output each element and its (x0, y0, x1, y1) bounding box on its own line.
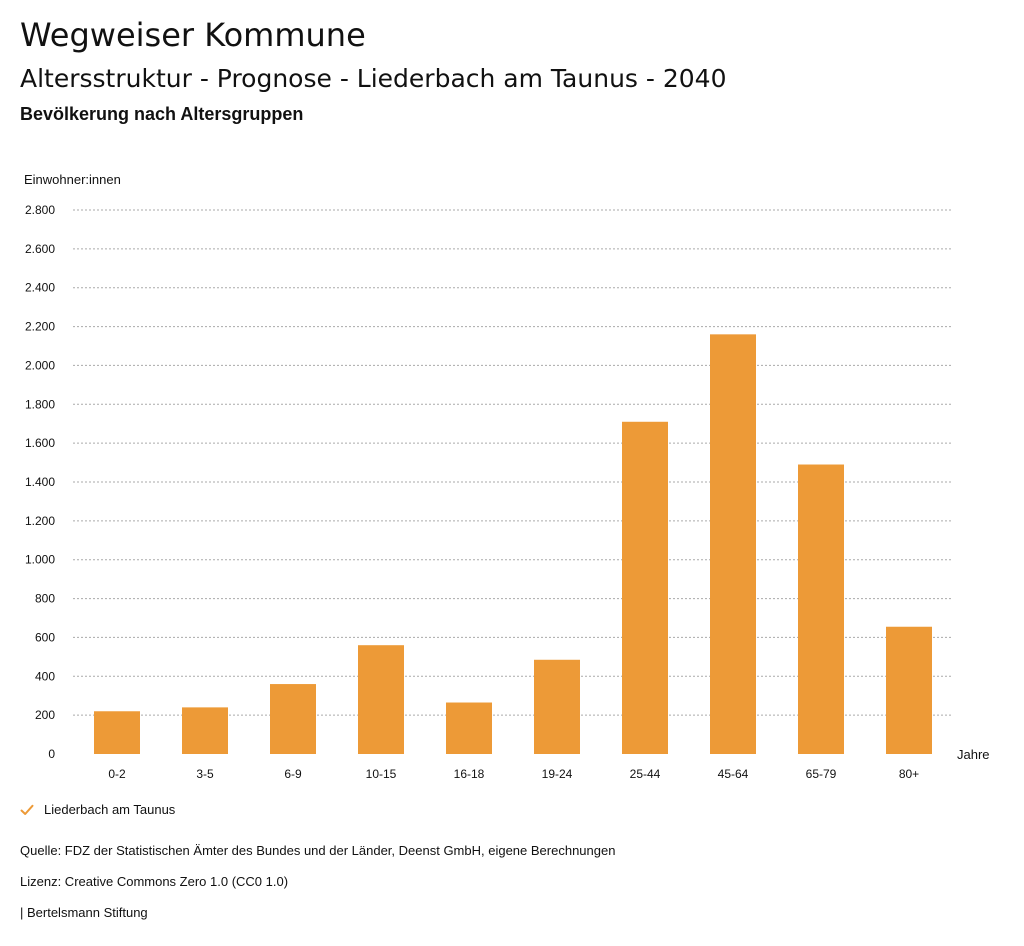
y-tick-label: 0 (48, 747, 55, 761)
x-tick-label: 25-44 (630, 767, 661, 781)
chart-subtitle: Bevölkerung nach Altersgruppen (20, 104, 304, 124)
y-tick-label: 2.600 (25, 242, 55, 256)
bar-80+ (886, 626, 932, 754)
x-tick-label: 3-5 (196, 767, 214, 781)
bar-19-24 (534, 659, 580, 754)
publisher-note: | Bertelsmann Stiftung (20, 905, 148, 920)
bar-6-9 (270, 684, 316, 754)
y-tick-label: 1.000 (25, 553, 55, 567)
y-tick-label: 1.400 (25, 475, 55, 489)
x-tick-label: 6-9 (284, 767, 302, 781)
x-tick-label: 0-2 (108, 767, 126, 781)
x-tick-label: 19-24 (542, 767, 573, 781)
y-tick-label: 1.600 (25, 436, 55, 450)
y-tick-label: 2.200 (25, 320, 55, 334)
y-tick-label: 2.000 (25, 358, 55, 372)
y-tick-label: 2.800 (25, 203, 55, 217)
bar-0-2 (94, 711, 140, 754)
y-tick-label: 1.800 (25, 397, 55, 411)
bar-65-79 (798, 464, 844, 754)
bar-16-18 (446, 702, 492, 754)
x-tick-label: 10-15 (366, 767, 397, 781)
y-tick-label: 2.400 (25, 281, 55, 295)
bar-chart: Einwohner:innen 0 200 400 600 800 1.000 1.200 1.… (24, 172, 990, 781)
y-tick-label: 1.200 (25, 514, 55, 528)
y-tick-label: 800 (35, 592, 55, 606)
bar-45-64 (710, 334, 756, 754)
site-title: Wegweiser Kommune (20, 16, 366, 54)
x-tick-label: 16-18 (454, 767, 485, 781)
bar-3-5 (182, 707, 228, 754)
bar-25-44 (622, 421, 668, 754)
check-icon (20, 804, 34, 815)
y-tick-label: 600 (35, 630, 55, 644)
legend[interactable]: Liederbach am Taunus (20, 802, 175, 817)
x-tick-label: 45-64 (718, 767, 749, 781)
y-tick-label: 200 (35, 708, 55, 722)
x-axis-label: Jahre (957, 747, 990, 762)
legend-label: Liederbach am Taunus (44, 802, 176, 817)
chart-title: Altersstruktur - Prognose - Liederbach a… (20, 64, 727, 93)
x-tick-label: 80+ (899, 767, 919, 781)
y-tick-label: 400 (35, 669, 55, 683)
source-note: Quelle: FDZ der Statistischen Ämter des … (20, 843, 616, 858)
license-note: Lizenz: Creative Commons Zero 1.0 (CC0 1… (20, 874, 289, 889)
x-tick-label: 65-79 (806, 767, 837, 781)
bar-10-15 (358, 645, 404, 754)
y-axis-label: Einwohner:innen (24, 172, 121, 187)
